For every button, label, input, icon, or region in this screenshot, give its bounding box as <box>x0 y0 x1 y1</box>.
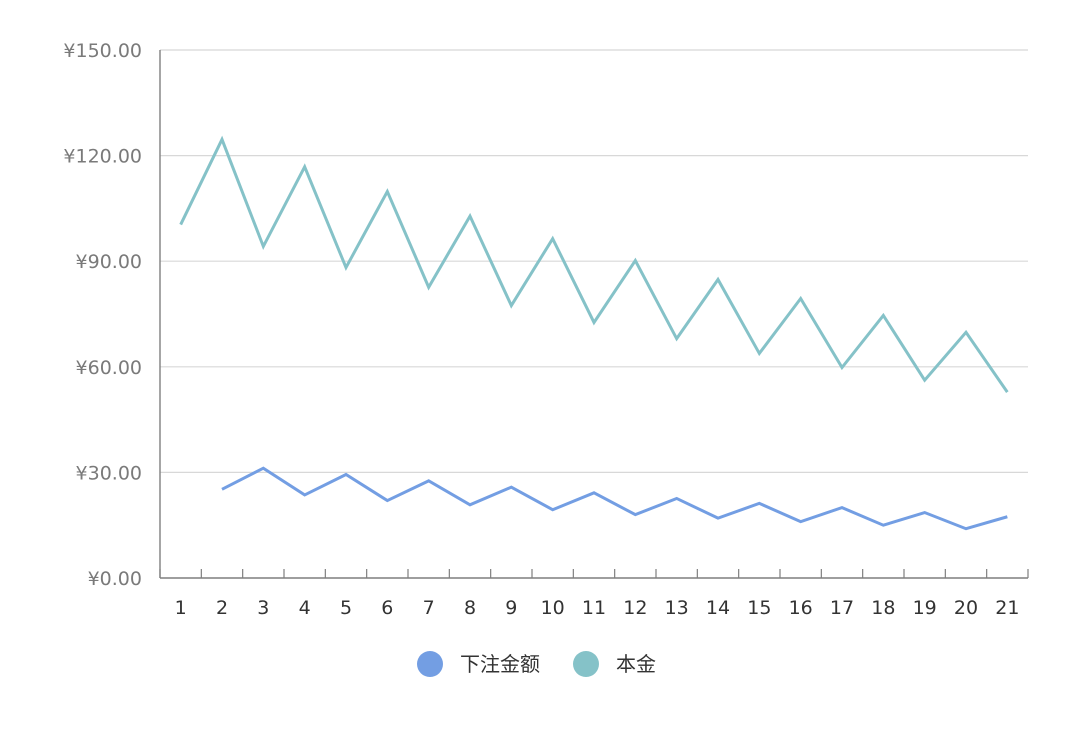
y-tick-label: ¥120.00 <box>63 146 142 168</box>
y-tick-label: ¥150.00 <box>63 40 142 62</box>
legend-label-1[interactable]: 本金 <box>616 652 656 676</box>
series-line-1 <box>179 135 1009 393</box>
y-tick-label: ¥60.00 <box>76 357 142 379</box>
x-tick-label: 6 <box>381 597 393 619</box>
series-layer <box>179 135 1009 531</box>
x-tick-label: 2 <box>216 597 228 619</box>
x-tick-label: 20 <box>954 597 978 619</box>
y-tick-label: ¥90.00 <box>76 251 142 273</box>
legend-label-0[interactable]: 下注金额 <box>460 652 540 676</box>
series-line-0 <box>221 466 1008 531</box>
legend: 下注金额 本金 <box>417 651 656 677</box>
x-tick-label: 14 <box>706 597 730 619</box>
legend-swatch-0[interactable] <box>417 651 443 677</box>
x-tick-label: 19 <box>913 597 937 619</box>
x-tick-label: 7 <box>423 597 435 619</box>
x-tick-label: 16 <box>789 597 813 619</box>
x-tick-label: 17 <box>830 597 854 619</box>
legend-swatch-1[interactable] <box>573 651 599 677</box>
x-tick-label: 15 <box>747 597 771 619</box>
y-tick-label: ¥30.00 <box>76 462 142 484</box>
x-tick-label: 5 <box>340 597 352 619</box>
y-tick-label: ¥0.00 <box>88 568 142 590</box>
x-tick-label: 11 <box>582 597 606 619</box>
x-tick-label: 3 <box>257 597 269 619</box>
x-tick-label: 12 <box>623 597 647 619</box>
x-tick-label: 18 <box>871 597 895 619</box>
x-tick-label: 4 <box>299 597 311 619</box>
x-tick-label: 9 <box>505 597 517 619</box>
x-tick-label: 10 <box>541 597 565 619</box>
x-tick-label: 8 <box>464 597 476 619</box>
axis-layer: ¥0.00¥30.00¥60.00¥90.00¥120.00¥150.001 2 3… <box>63 40 1029 619</box>
x-tick-label: 1 <box>175 597 187 619</box>
x-tick-label: 21 <box>995 597 1019 619</box>
grid-layer <box>160 49 1028 473</box>
x-tick-label: 13 <box>665 597 689 619</box>
